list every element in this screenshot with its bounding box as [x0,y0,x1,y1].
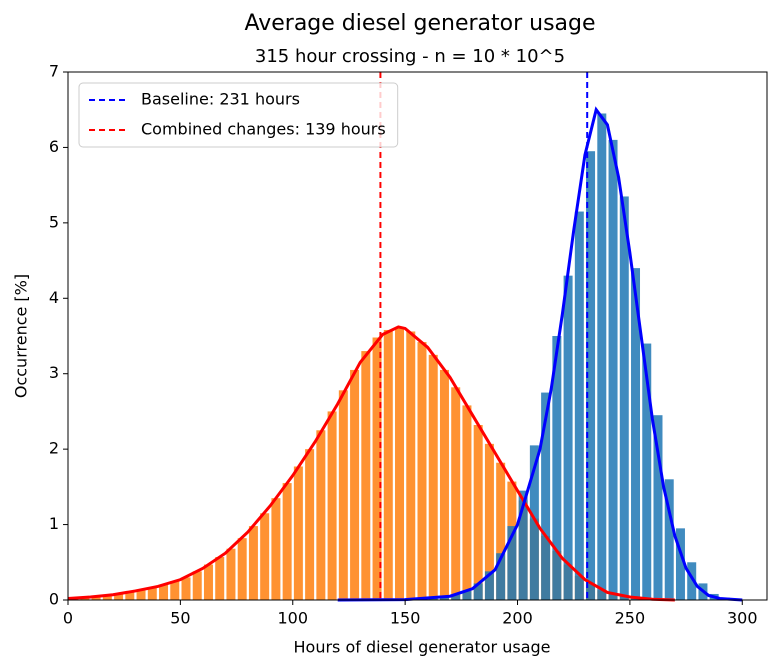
histogram-bar [293,466,303,600]
histogram-bar [653,415,663,600]
y-tick-label: 7 [49,62,59,81]
x-tick-label: 250 [615,609,646,628]
x-tick-label: 50 [170,609,190,628]
chart-subtitle: 315 hour crossing - n = 10 * 10^5 [255,46,565,67]
y-tick-label: 1 [49,514,59,533]
histogram-bar [226,548,236,600]
histogram-bar [687,562,697,600]
chart-title: Average diesel generator usage [244,11,595,36]
histogram-bar [260,513,270,600]
x-tick-label: 100 [277,609,308,628]
histogram-bar [102,595,112,600]
histogram-bar [305,449,315,600]
histogram-bar [439,369,449,600]
histogram-bar [462,590,472,600]
histogram-bar [428,598,438,600]
y-tick-label: 4 [49,288,59,307]
histogram-bar [451,594,461,600]
histogram-bar [114,593,124,600]
histogram-bar [361,351,371,600]
y-tick-label: 2 [49,439,59,458]
histogram-bar [484,443,494,600]
histogram-bar [203,564,213,600]
histogram-bar [80,597,90,600]
histogram-bar [675,528,685,600]
histogram-bar [586,151,596,600]
histogram-bar [496,553,506,600]
plot-frame [67,71,768,601]
histogram-bar [327,411,337,600]
histogram-bar [642,343,652,600]
histogram-bar [395,326,405,600]
histogram-bar [159,584,169,600]
x-axis-label: Hours of diesel generator usage [294,638,551,657]
legend: Baseline: 231 hours Combined changes: 139… [78,82,399,148]
y-tick-label: 5 [49,212,59,231]
histogram-bar [338,390,348,600]
y-tick-label: 3 [49,363,59,382]
y-axis-label: Occurrence [%] [12,274,31,398]
histogram-bar [608,139,618,600]
density-curve [337,106,743,602]
histogram-bar [237,538,247,600]
histogram-bar [192,571,202,600]
histogram-bar [147,587,157,600]
histogram-bar [541,392,551,600]
histogram-bar [563,275,573,600]
histogram-bar [473,583,483,600]
histogram-bar [496,462,506,600]
histogram-bar [248,526,258,600]
density-curve [67,325,675,602]
histogram-bar [271,498,281,600]
histogram-bar [439,596,449,600]
histogram-bar [518,490,528,600]
x-tick-label: 200 [502,609,533,628]
legend-label: Combined changes: 139 hours [141,120,386,139]
histogram-bar [406,331,416,600]
histogram-bar [350,369,360,600]
histogram-bar [507,526,517,600]
histogram-bar [136,590,146,600]
y-tick-label: 6 [49,137,59,156]
histogram-bar [316,430,326,600]
histogram-bar [451,387,461,600]
histogram-bar [473,425,483,600]
histogram-bar [91,596,101,600]
histogram-bar [597,113,607,600]
x-tick-label: 300 [727,609,758,628]
histogram-bar [215,557,225,600]
histogram-bar [125,591,135,600]
histogram-bar [282,483,292,600]
histogram-bar [428,354,438,600]
legend-box [78,82,399,148]
histogram-bar [574,211,584,601]
histogram-bar [383,329,393,600]
histogram-bar [631,268,641,600]
histogram-bar [529,445,539,600]
y-tick-label: 0 [49,590,59,609]
x-tick-label: 150 [390,609,421,628]
histogram-bar [372,337,382,600]
x-tick-label: 0 [63,609,73,628]
legend-label: Baseline: 231 hours [141,90,300,109]
histogram-bar [417,342,427,600]
histogram-bar [619,196,629,600]
histogram-bar [462,405,472,600]
histogram-bar [181,577,191,600]
histogram-bar [484,571,494,600]
histogram-bar [664,479,674,600]
histogram-bar [170,581,180,600]
histogram-bar [552,336,562,600]
